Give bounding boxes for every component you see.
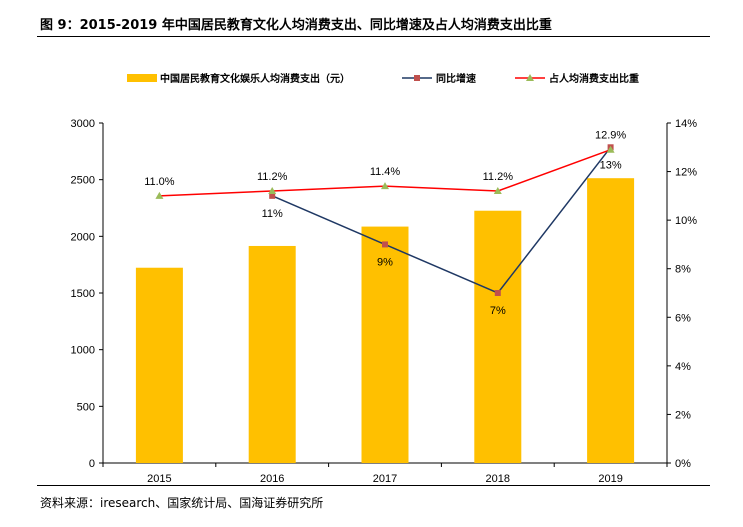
right-axis-tick-label: 8% [675,264,691,276]
growth-point [494,290,501,296]
share-point [493,187,502,194]
x-axis-tick-label: 2017 [373,473,397,485]
figure-title: 图 9：2015-2019 年中国居民教育文化人均消费支出、同比增速及占人均消费… [40,18,552,33]
bar-series [135,178,635,463]
x-axis-tick-label: 2019 [598,473,622,485]
legend-marker-growth [414,75,420,81]
left-axis-tick-label: 0 [89,458,95,470]
source-note: 资料来源：iresearch、国家统计局、国海证券研究所 [40,496,324,510]
growth-data-label: 13% [600,159,622,171]
left-axis-tick-label: 2000 [71,231,95,243]
growth-point [269,192,276,199]
share-data-label: 11.4% [370,166,401,178]
combo-chart: 中国居民教育文化娱乐人均消费支出（元） 同比增速 占人均消费支出比重 11% 9%… [71,72,698,485]
left-axis-tick-label: 1500 [71,288,95,300]
right-axis-tick-label: 14% [675,118,697,130]
axis-ticks: 0 500 1000 1500 2000 2500 3000 0% 2% 4% 6% 8% 10% 12%… [71,118,698,485]
legend-label-spending: 中国居民教育文化娱乐人均消费支出（元） [160,72,350,85]
bar [361,226,409,463]
legend-swatch-spending [127,74,157,82]
share-point [381,182,389,190]
legend-marker-share [526,74,534,81]
share-point [268,187,277,194]
x-axis-tick-label: 2016 [260,473,284,485]
share-data-label: 12.9% [595,130,626,142]
growth-data-label: 9% [377,256,393,268]
left-axis-tick-label: 2500 [71,175,95,187]
right-axis-tick-label: 2% [675,409,691,421]
share-point [155,191,164,199]
bar [474,210,522,463]
share-data-label: 11.2% [257,171,288,183]
legend-label-share: 占人均消费支出比重 [549,72,639,85]
right-axis-tick-label: 10% [675,215,697,227]
left-axis-tick-label: 500 [77,401,95,413]
right-axis-tick-label: 12% [675,167,697,179]
bar [587,178,635,463]
bar [135,267,183,463]
share-data-label: 11.2% [483,171,514,183]
growth-data-label: 11% [262,208,283,220]
bottom-rule [37,485,710,486]
share-point [606,145,615,153]
left-axis-tick-label: 1000 [71,345,95,357]
x-axis-tick-label: 2018 [486,473,510,485]
chart-legend: 中国居民教育文化娱乐人均消费支出（元） 同比增速 占人均消费支出比重 [127,72,639,85]
left-axis-tick-label: 3000 [71,118,95,130]
x-axis-tick-label: 2015 [147,473,171,485]
bar [248,245,296,463]
right-axis-tick-label: 0% [675,458,691,470]
growth-series-line [271,146,612,294]
right-axis-tick-label: 4% [675,361,691,373]
growth-data-label: 7% [490,305,506,317]
growth-point [382,241,388,248]
top-rule [37,36,710,37]
share-data-label: 11.0% [144,176,175,188]
legend-label-growth: 同比增速 [436,72,476,85]
right-axis-tick-label: 6% [675,312,691,324]
line-series: 11% 9% 7% 13% 11.0% 11.2% 11.4% 11.2% 12.9% [144,130,626,317]
